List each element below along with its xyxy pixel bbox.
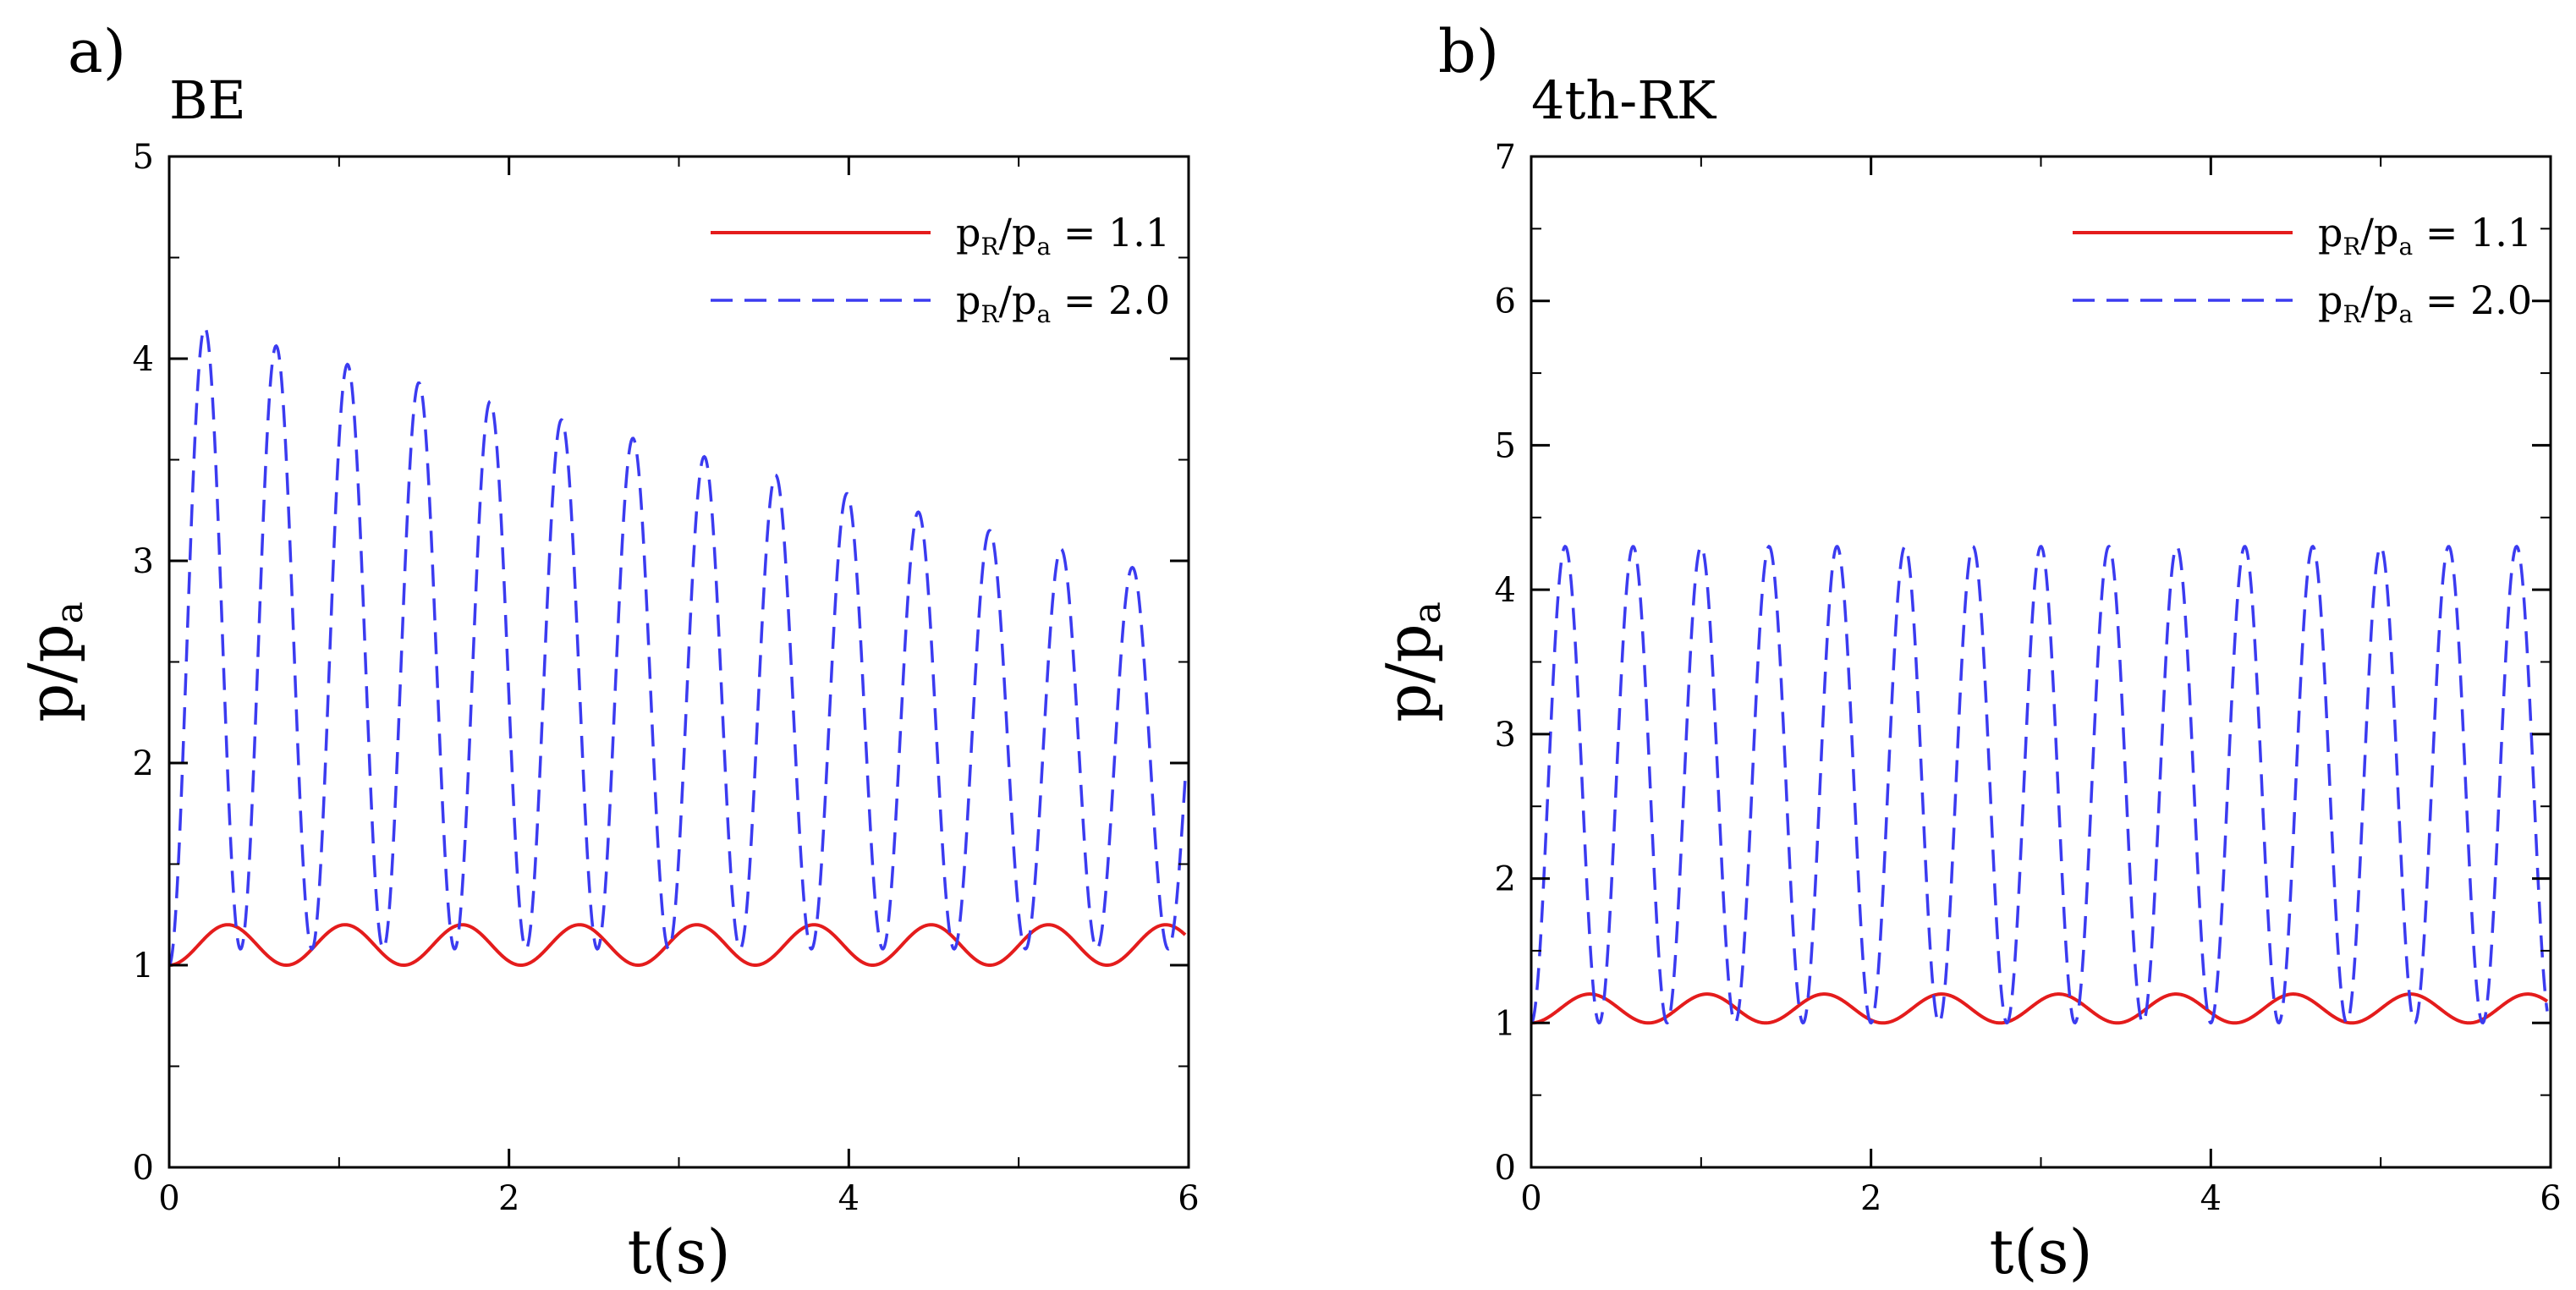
legend-sub-r: R [980,300,999,328]
legend-sub-a: a [1037,233,1052,261]
y-tick-label: 0 [133,1149,154,1188]
legend-entry-1: pR/pa = 1.1 [2318,210,2532,261]
x-tick-label: 6 [1178,1179,1199,1218]
y-tick-label: 3 [1495,716,1516,755]
legend-value: = 1.1 [1051,210,1170,255]
x-tick-label: 0 [158,1179,179,1218]
legend-sub-r: R [2343,300,2361,328]
legend-sub-a: a [1037,300,1052,328]
x-tick-label: 2 [498,1179,519,1218]
legend-p: p [2318,210,2343,255]
panel-label: b) [1438,17,1499,86]
y-tick-label: 2 [1495,860,1516,899]
y-tick-label: 6 [1495,283,1516,321]
y-tick-label: 2 [133,744,154,783]
y-axis-label: p/pa [15,601,91,722]
x-tick-label: 6 [2540,1179,2561,1218]
legend-slash: /p [999,277,1037,323]
legend-p: p [956,277,980,323]
y-axis-label-sub: a [1406,601,1449,623]
legend-sub-r: R [2343,233,2361,261]
legend-value: = 1.1 [2413,210,2532,255]
legend-sub-a: a [2399,300,2414,328]
series-line-1 [1531,992,2549,1025]
y-tick-label: 5 [1495,426,1516,465]
y-tick-label: 1 [1495,1004,1516,1043]
y-tick-label: 0 [1495,1149,1516,1188]
x-axis-label: t(s) [1989,1216,2092,1287]
legend-slash: /p [2361,210,2399,255]
y-axis-label-main: p/p [1373,623,1444,722]
x-axis-label: t(s) [627,1216,730,1287]
y-tick-label: 5 [133,138,154,177]
legend-slash: /p [999,210,1037,255]
legend-sub-r: R [980,233,999,261]
legend-p: p [2318,277,2343,323]
legend-entry-2: pR/pa = 2.0 [956,277,1170,328]
y-tick-label: 1 [133,947,154,985]
x-tick-label: 0 [1520,1179,1541,1218]
x-tick-label: 4 [838,1179,860,1218]
legend: pR/pa = 1.1pR/pa = 2.0 [2073,210,2532,328]
y-tick-label: 3 [133,542,154,581]
legend-sub-a: a [2399,233,2414,261]
y-axis-label: p/pa [1373,601,1449,722]
series-line-2 [169,326,1187,967]
legend-p: p [956,210,980,255]
series-line-1 [169,923,1187,968]
legend-entry-1: pR/pa = 1.1 [956,210,1170,261]
legend-value: = 2.0 [2413,277,2532,323]
x-tick-label: 2 [1860,1179,1881,1218]
chart-title: BE [169,69,246,131]
legend-slash: /p [2361,277,2399,323]
x-tick-label: 4 [2200,1179,2222,1218]
panel-label: a) [68,17,126,86]
legend-value: = 2.0 [1051,277,1170,323]
y-tick-label: 7 [1495,138,1516,177]
series-line-2 [1531,544,2549,1025]
y-tick-label: 4 [133,340,154,379]
legend-entry-2: pR/pa = 2.0 [2318,277,2532,328]
legend: pR/pa = 1.1pR/pa = 2.0 [711,210,1170,328]
y-tick-label: 4 [1495,571,1516,610]
chart-title: 4th-RK [1531,69,1717,131]
y-axis-label-sub: a [48,601,91,623]
y-axis-label-main: p/p [15,623,86,722]
